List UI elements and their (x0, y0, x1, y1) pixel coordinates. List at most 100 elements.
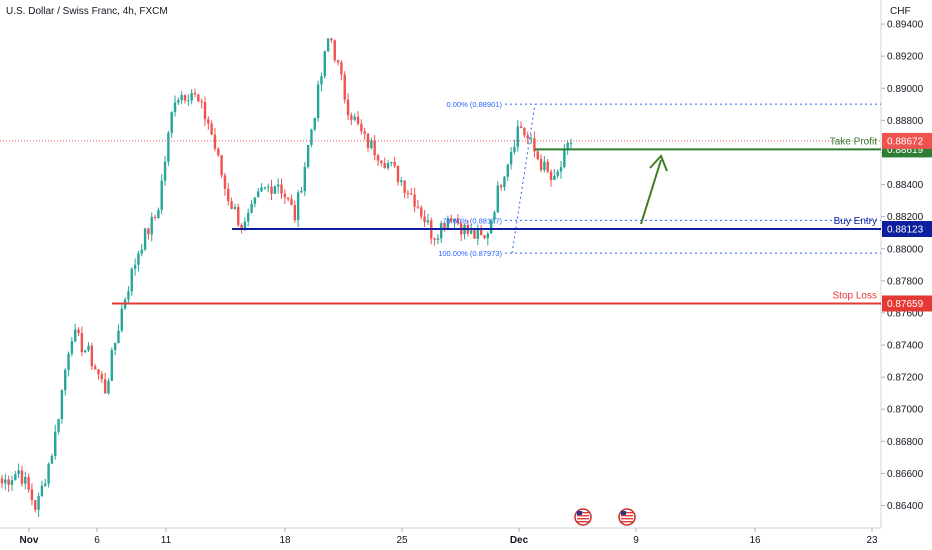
last-price-tag (882, 132, 932, 149)
candle-body (360, 123, 363, 132)
candle-body (386, 163, 390, 169)
candle-body (163, 161, 167, 181)
y-tick-label: 0.88000 (887, 244, 924, 255)
y-tick-label: 0.87200 (887, 373, 924, 384)
candle-body (353, 116, 356, 120)
candle-body (340, 62, 343, 75)
y-tick-label: 0.86400 (887, 501, 924, 512)
y-tick-label: 0.89200 (887, 52, 924, 63)
candle-body (110, 350, 114, 381)
level-label-buy-entry: Buy Entry (834, 216, 877, 227)
candle-body (316, 84, 320, 118)
candle-body (343, 74, 346, 100)
candle-body (177, 100, 180, 103)
candle-body (320, 76, 323, 85)
candle-body (227, 188, 230, 202)
candle-body (326, 38, 330, 52)
candle-body (450, 218, 453, 222)
candle-body (426, 220, 430, 223)
candle-body (410, 193, 413, 195)
us-flag-event-icon[interactable] (618, 508, 636, 526)
candle-body (383, 163, 386, 169)
candle-body (356, 116, 360, 124)
candle-body (559, 167, 563, 172)
candle-body (376, 155, 380, 161)
price-tag-stop-loss (882, 295, 932, 312)
candle-body (247, 212, 250, 222)
candle-body (393, 161, 396, 166)
candle-body (420, 207, 423, 217)
level-label-stop-loss: Stop Loss (833, 290, 877, 301)
candle-body (313, 117, 316, 130)
candle-body (93, 366, 97, 370)
candle-body (330, 38, 333, 41)
candle-body (100, 374, 104, 380)
candle-body (64, 369, 67, 391)
candle-body (306, 144, 310, 167)
candle-body (400, 180, 403, 183)
candle-body (516, 126, 519, 147)
x-tick-label: 11 (161, 535, 172, 546)
candle-body (266, 186, 270, 188)
candle-body (253, 197, 257, 204)
candle-body (203, 102, 207, 120)
candle-body (509, 152, 513, 165)
candle-body (183, 95, 187, 101)
candle-body (237, 207, 240, 225)
candle-body (240, 224, 243, 230)
candle-body (486, 233, 490, 239)
candle-body (24, 477, 27, 484)
candle-body (170, 112, 173, 133)
y-tick-label: 0.88400 (887, 180, 924, 191)
candle-body (70, 341, 74, 354)
candle-body (423, 216, 426, 223)
candle-body (113, 343, 117, 351)
candle-body (230, 201, 233, 209)
candle-body (160, 180, 163, 210)
candle-body (257, 191, 260, 198)
candle-body (443, 223, 446, 229)
candle-body (187, 100, 190, 102)
candle-body (190, 93, 193, 101)
candle-body (140, 249, 143, 254)
candle-body (7, 479, 10, 485)
axis-currency-label: CHF (890, 6, 911, 17)
candle-body (193, 93, 197, 95)
candle-body (283, 193, 287, 198)
candle-body (67, 353, 70, 370)
candle-body (499, 185, 503, 188)
candle-body (403, 180, 406, 193)
candle-body (197, 94, 200, 102)
y-tick-label: 0.87400 (887, 341, 924, 352)
candle-body (286, 197, 290, 200)
candle-body (137, 253, 140, 265)
x-tick-label: 16 (749, 535, 761, 546)
level-label-take-profit: Take Profit (830, 136, 877, 147)
y-tick-label: 0.89000 (887, 84, 924, 95)
candle-body (416, 206, 420, 208)
x-tick-label: Nov (20, 535, 39, 546)
candle-body (147, 228, 150, 235)
candle-body (80, 333, 84, 353)
candle-body (200, 101, 203, 103)
candle-body (549, 171, 553, 181)
candle-body (406, 192, 410, 194)
candle-body (150, 216, 153, 235)
candle-body (243, 221, 247, 230)
candle-body (539, 159, 543, 170)
candle-body (14, 474, 17, 481)
candle-body (336, 60, 340, 63)
x-tick-label: 6 (94, 535, 100, 546)
candle-body (207, 119, 210, 124)
x-tick-label: 18 (279, 535, 291, 546)
us-flag-event-icon[interactable] (574, 508, 592, 526)
y-tick-label: 0.86800 (887, 437, 924, 448)
candle-body (153, 216, 157, 218)
y-tick-label: 0.87600 (887, 308, 924, 319)
candle-body (396, 165, 400, 183)
chart-title: U.S. Dollar / Swiss Franc, 4h, FXCM (6, 6, 168, 17)
candle-body (44, 483, 47, 486)
candle-body (233, 207, 237, 209)
